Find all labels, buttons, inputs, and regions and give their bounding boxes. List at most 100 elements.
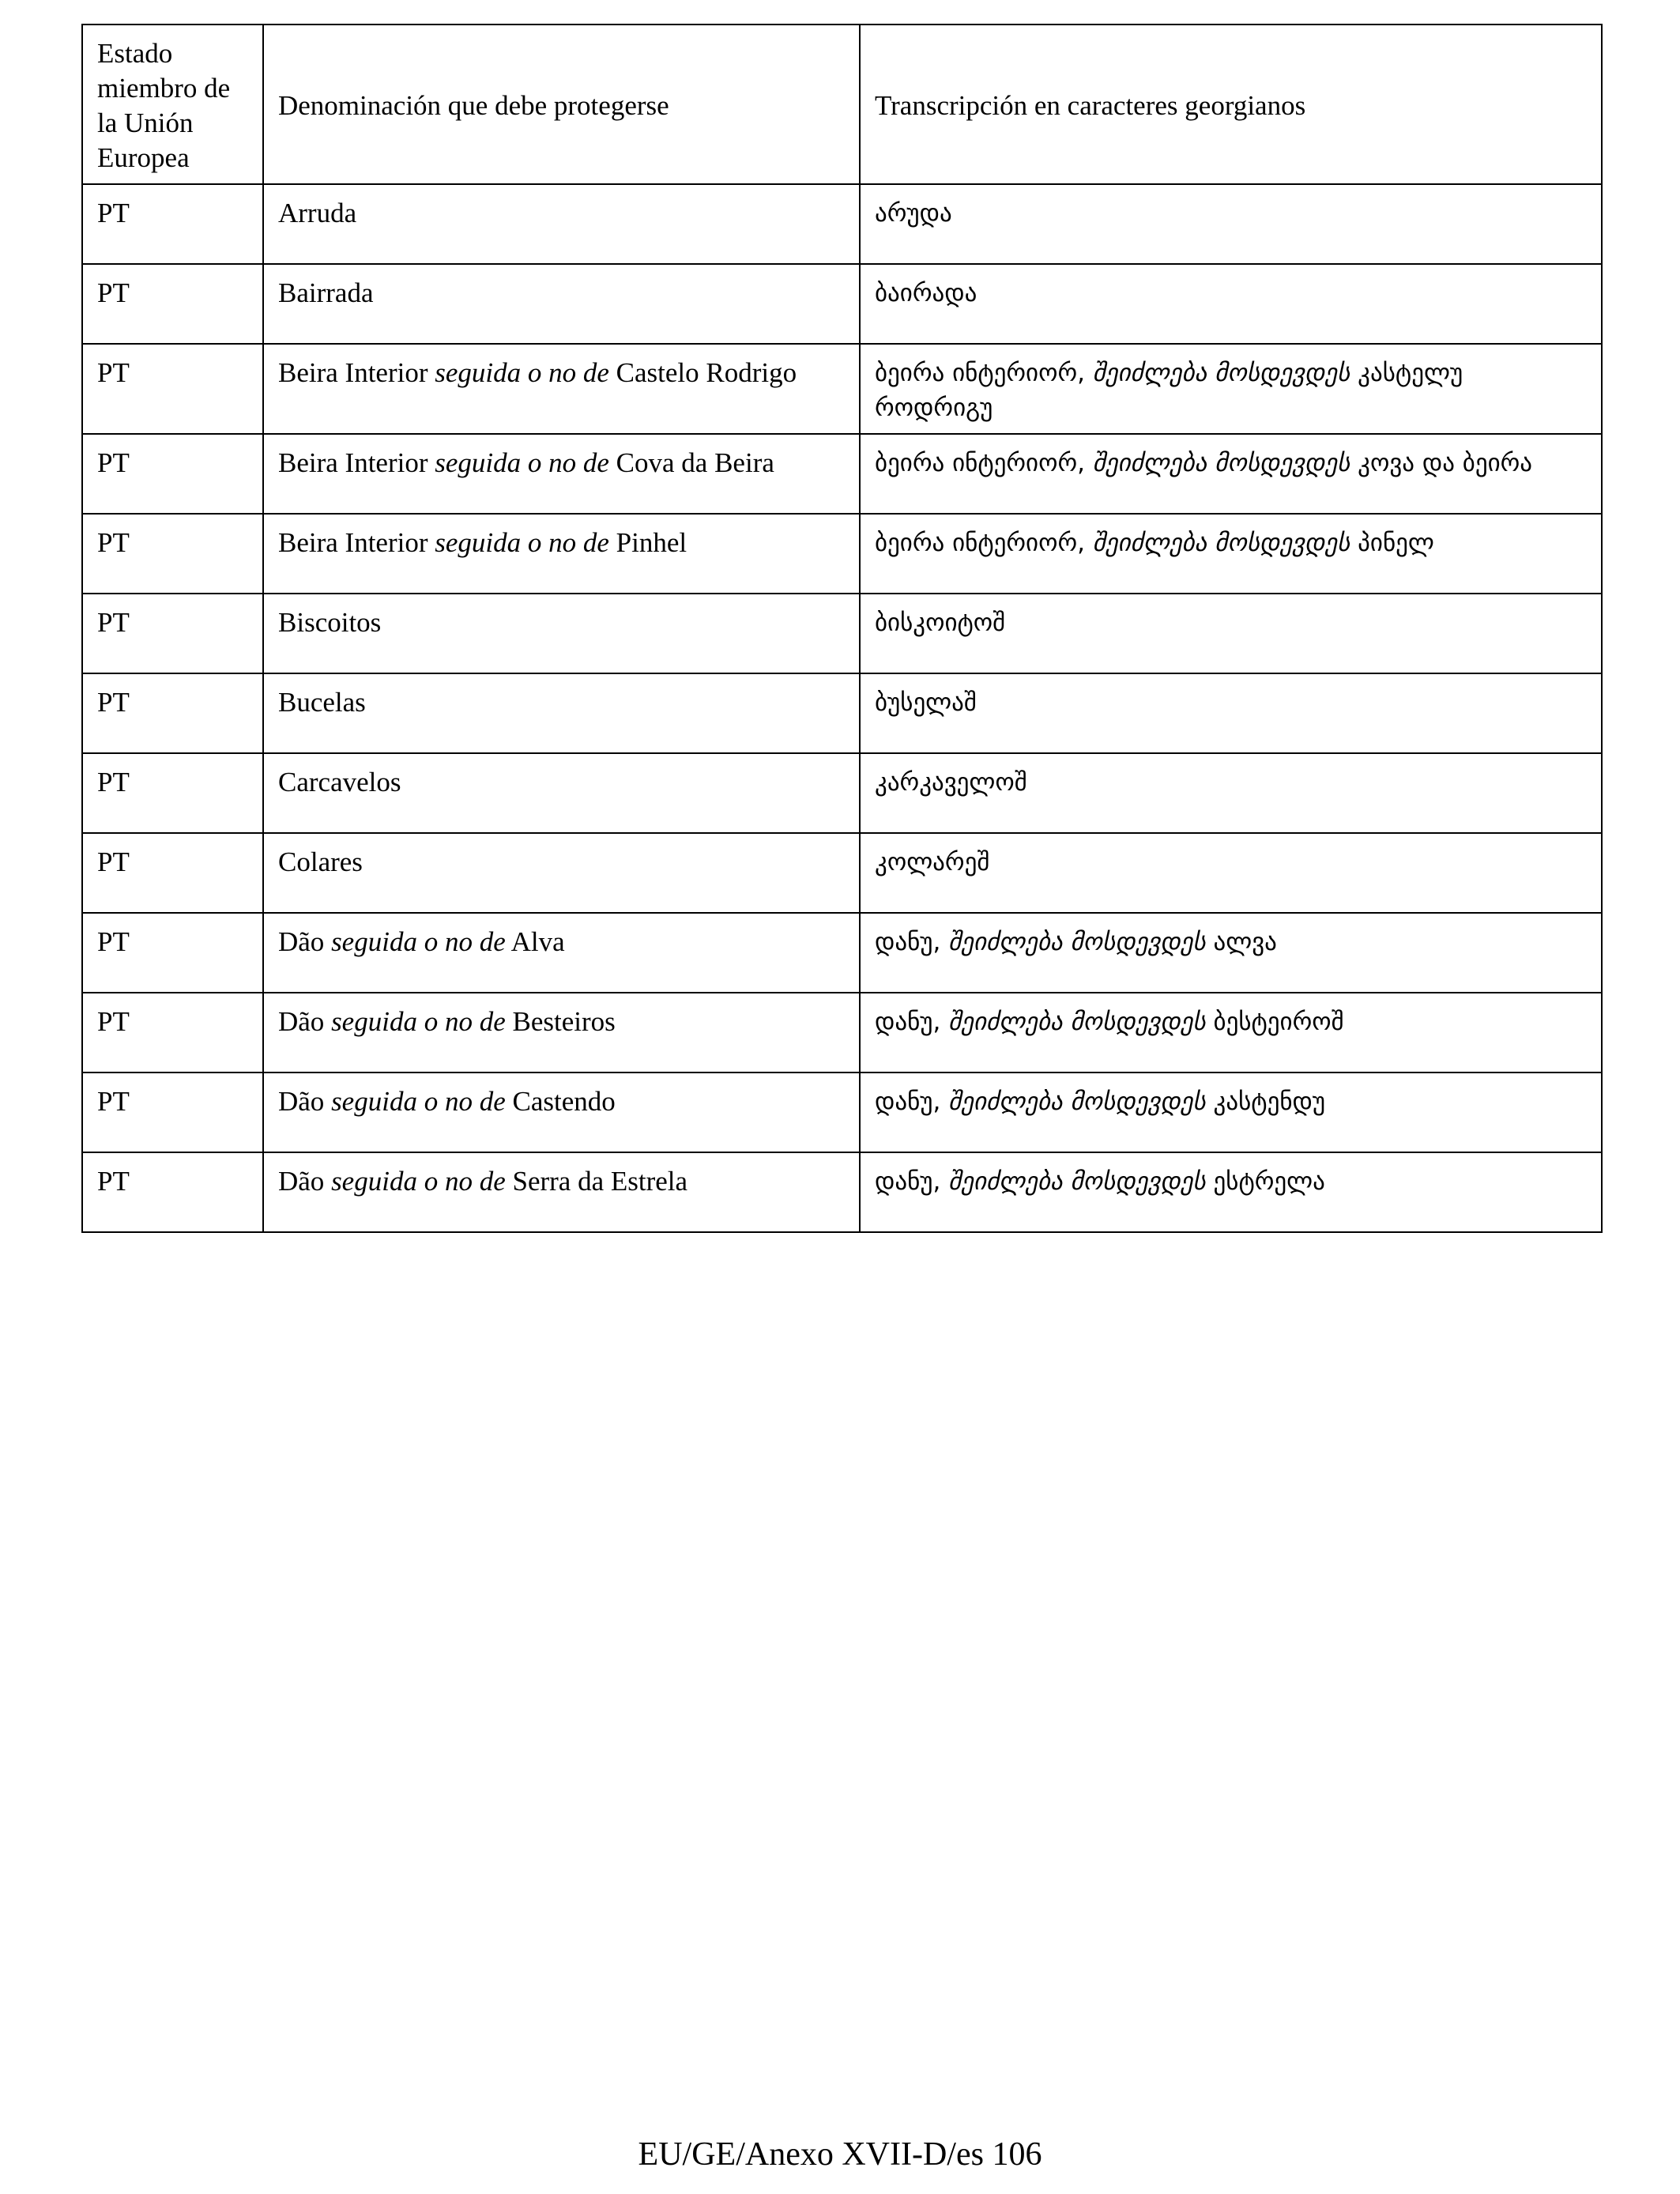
text-sub: კასტენდუ: [1213, 1088, 1326, 1116]
text-main: Beira Interior: [278, 447, 428, 478]
text-main: ბეირა ინტერიორ,: [875, 359, 1085, 387]
text-main: Carcavelos: [278, 767, 401, 797]
table-row: PT Beira Interior seguida o no de Cova da…: [81, 433, 1603, 515]
text-main: კოლარეშ: [875, 848, 990, 876]
text-sub: Cova da Beira: [616, 447, 774, 478]
denominations-table: Estado miembro de la Unión Europea Denom…: [81, 24, 1603, 1233]
text-main: Bairrada: [278, 277, 374, 308]
text-main: Beira Interior: [278, 357, 428, 388]
text-connector: seguida o no de: [331, 926, 506, 957]
page-footer: EU/GE/Anexo XVII-D/es 106: [638, 2136, 1042, 2173]
cell-denomination: Biscoitos: [262, 593, 861, 674]
table-row: PT Dão seguida o no de Serra da Estrela და…: [81, 1152, 1603, 1233]
cell-georgian-transcription: დანუ, შეიძლება მოსდევდეს ბესტეიროშ: [859, 992, 1603, 1073]
text-connector: შეიძლება მოსდევდეს: [948, 1088, 1206, 1116]
table-row: PT Carcavelos კარკაველოშ: [81, 752, 1603, 834]
cell-georgian-transcription: კოლარეშ: [859, 832, 1603, 914]
cell-denomination: Beira Interior seguida o no de Castelo R…: [262, 343, 861, 435]
table-row: PT Biscoitos ბისკოიტოშ: [81, 593, 1603, 674]
text-main: Biscoitos: [278, 607, 382, 638]
text-sub: ბესტეიროშ: [1213, 1008, 1344, 1036]
text-main: Bucelas: [278, 687, 366, 718]
cell-member-state: PT: [81, 673, 264, 754]
header-member-state: Estado miembro de la Unión Europea: [81, 24, 264, 185]
cell-georgian-transcription: დანუ, შეიძლება მოსდევდეს ალვა: [859, 912, 1603, 993]
text-connector: seguida o no de: [331, 1166, 506, 1197]
cell-georgian-transcription: დანუ, შეიძლება მოსდევდეს კასტენდუ: [859, 1072, 1603, 1153]
cell-georgian-transcription: ბეირა ინტერიორ, შეიძლება მოსდევდეს პინელ: [859, 513, 1603, 594]
table-row: PT Dão seguida o no de Castendo დანუ, შეიძ…: [81, 1072, 1603, 1153]
text-connector: seguida o no de: [435, 447, 609, 478]
cell-member-state: PT: [81, 1072, 264, 1153]
cell-georgian-transcription: კარკაველოშ: [859, 752, 1603, 834]
cell-denomination: Beira Interior seguida o no de Cova da B…: [262, 433, 861, 515]
text-connector: seguida o no de: [435, 357, 609, 388]
cell-denomination: Dão seguida o no de Serra da Estrela: [262, 1152, 861, 1233]
text-sub: Castendo: [512, 1086, 616, 1117]
text-main: ბეირა ინტერიორ,: [875, 529, 1085, 557]
text-sub: ესტრელა: [1213, 1167, 1325, 1196]
text-main: Dão: [278, 1006, 325, 1037]
text-main: კარკაველოშ: [875, 768, 1027, 797]
cell-member-state: PT: [81, 593, 264, 674]
text-connector: შეიძლება მოსდევდეს: [948, 928, 1206, 956]
table-row: PT Beira Interior seguida o no de Castelo…: [81, 343, 1603, 435]
text-main: ბაირადა: [875, 279, 977, 307]
cell-georgian-transcription: არუდა: [859, 183, 1603, 265]
table-body: Estado miembro de la Unión Europea Denom…: [81, 24, 1603, 1233]
table-row: PT Arruda არუდა: [81, 183, 1603, 265]
cell-denomination: Bairrada: [262, 263, 861, 345]
cell-georgian-transcription: დანუ, შეიძლება მოსდევდეს ესტრელა: [859, 1152, 1603, 1233]
table-row: PT Dão seguida o no de Alva დანუ, შეიძლება…: [81, 912, 1603, 993]
cell-denomination: Dão seguida o no de Besteiros: [262, 992, 861, 1073]
cell-member-state: PT: [81, 343, 264, 435]
cell-denomination: Beira Interior seguida o no de Pinhel: [262, 513, 861, 594]
text-main: დანუ,: [875, 1088, 941, 1116]
text-connector: შეიძლება მოსდევდეს: [1092, 359, 1350, 387]
text-main: Dão: [278, 1166, 325, 1197]
cell-denomination: Carcavelos: [262, 752, 861, 834]
text-sub: პინელ: [1358, 529, 1434, 557]
text-connector: შეიძლება მოსდევდეს: [948, 1008, 1206, 1036]
cell-member-state: PT: [81, 183, 264, 265]
text-sub: Castelo Rodrigo: [616, 357, 797, 388]
text-main: დანუ,: [875, 1167, 941, 1196]
table-row: PT Colares კოლარეშ: [81, 832, 1603, 914]
table-row: PT Bairrada ბაირადა: [81, 263, 1603, 345]
text-main: დანუ,: [875, 928, 941, 956]
table-row: PT Bucelas ბუსელაშ: [81, 673, 1603, 754]
cell-denomination: Arruda: [262, 183, 861, 265]
text-main: ბისკოიტოშ: [875, 609, 1006, 637]
text-connector: seguida o no de: [331, 1086, 506, 1117]
text-main: Beira Interior: [278, 527, 428, 558]
text-sub: Pinhel: [616, 527, 687, 558]
cell-member-state: PT: [81, 433, 264, 515]
text-main: Dão: [278, 1086, 325, 1117]
text-sub: კოვა და ბეირა: [1358, 449, 1533, 477]
text-connector: seguida o no de: [435, 527, 609, 558]
text-main: დანუ,: [875, 1008, 941, 1036]
cell-member-state: PT: [81, 752, 264, 834]
cell-denomination: Bucelas: [262, 673, 861, 754]
table-row: PT Dão seguida o no de Besteiros დანუ, შეი…: [81, 992, 1603, 1073]
cell-member-state: PT: [81, 912, 264, 993]
text-main: Dão: [278, 926, 325, 957]
text-main: Colares: [278, 846, 363, 877]
text-connector: შეიძლება მოსდევდეს: [948, 1167, 1206, 1196]
cell-denomination: Colares: [262, 832, 861, 914]
text-main: ბუსელაშ: [875, 688, 977, 717]
cell-denomination: Dão seguida o no de Castendo: [262, 1072, 861, 1153]
text-main: არუდა: [875, 199, 952, 228]
table-header-row: Estado miembro de la Unión Europea Denom…: [81, 24, 1603, 185]
text-connector: seguida o no de: [331, 1006, 506, 1037]
cell-member-state: PT: [81, 1152, 264, 1233]
text-connector: შეიძლება მოსდევდეს: [1092, 529, 1350, 557]
cell-member-state: PT: [81, 832, 264, 914]
text-sub: კასტელუ როდრიგუ: [875, 359, 1463, 422]
cell-georgian-transcription: ბეირა ინტერიორ, შეიძლება მოსდევდეს კასტე…: [859, 343, 1603, 435]
cell-member-state: PT: [81, 513, 264, 594]
cell-georgian-transcription: ბეირა ინტერიორ, შეიძლება მოსდევდეს კოვა …: [859, 433, 1603, 515]
table-row: PT Beira Interior seguida o no de Pinhel ბ…: [81, 513, 1603, 594]
cell-georgian-transcription: ბისკოიტოშ: [859, 593, 1603, 674]
cell-member-state: PT: [81, 992, 264, 1073]
